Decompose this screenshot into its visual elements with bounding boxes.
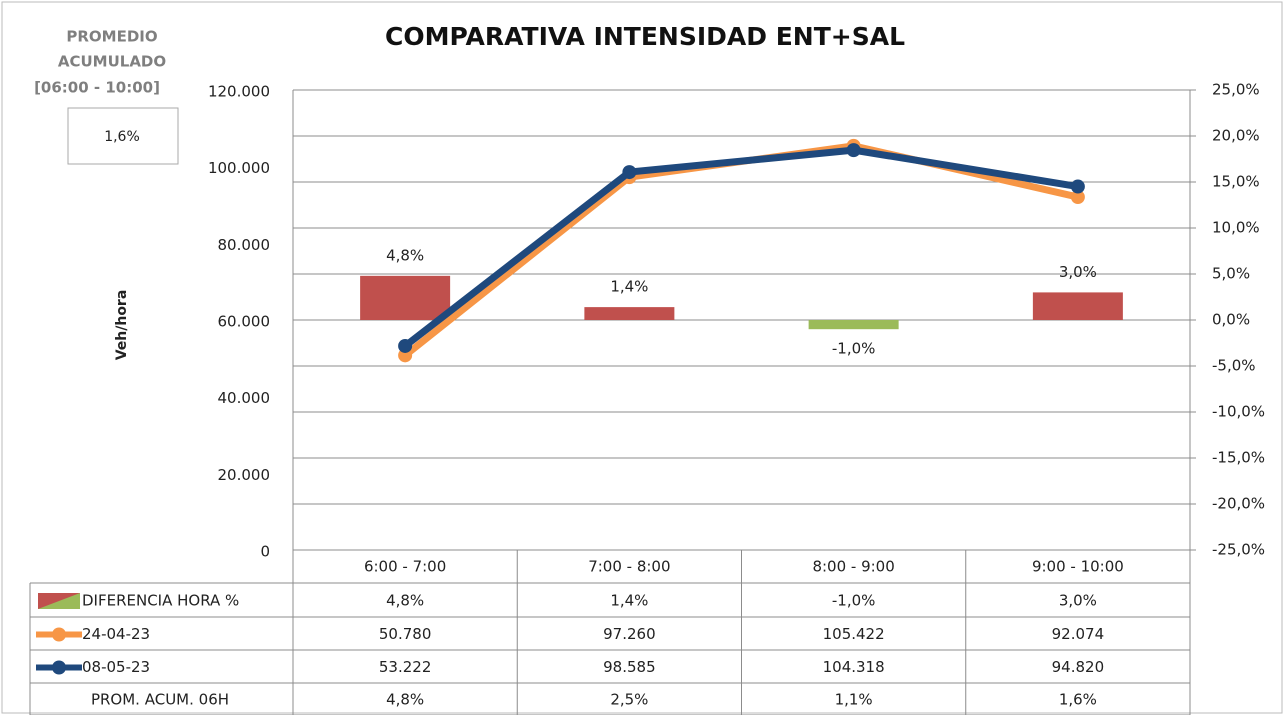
- x-tick-label: 7:00 - 8:00: [588, 558, 670, 576]
- table-cell: 1,1%: [835, 691, 873, 709]
- side-label: [06:00 - 10:00]: [34, 79, 160, 97]
- table-cell: 4,8%: [386, 592, 424, 610]
- table-cell: -1,0%: [832, 592, 876, 610]
- data-label: 4,8%: [386, 246, 424, 264]
- y2-tick-label: 0,0%: [1212, 311, 1250, 329]
- table-cell: 104.318: [823, 658, 885, 676]
- y2-tick-label: 5,0%: [1212, 265, 1250, 283]
- y-tick-label: 100.000: [208, 159, 270, 177]
- y2-tick-label: -10,0%: [1212, 403, 1265, 421]
- x-tick-label: 9:00 - 10:00: [1032, 558, 1124, 576]
- chart-title: COMPARATIVA INTENSIDAD ENT+SAL: [385, 22, 905, 51]
- table-cell: 3,0%: [1059, 592, 1097, 610]
- y2-tick-label: -5,0%: [1212, 357, 1256, 375]
- marker: [1070, 179, 1085, 194]
- y-tick-label: 80.000: [218, 236, 271, 254]
- table-cell: 1,6%: [1059, 691, 1097, 709]
- y2-tick-label: 15,0%: [1212, 173, 1260, 191]
- table-cell: 92.074: [1052, 625, 1105, 643]
- bar: [584, 307, 675, 320]
- bar: [808, 320, 899, 330]
- table-cell: 94.820: [1052, 658, 1105, 676]
- marker: [622, 165, 637, 180]
- data-label: -1,0%: [832, 340, 876, 358]
- x-tick-label: 8:00 - 9:00: [812, 558, 894, 576]
- side-value: 1,6%: [104, 129, 140, 145]
- data-label: 3,0%: [1059, 263, 1097, 281]
- marker: [398, 338, 413, 353]
- legend-key: [38, 593, 80, 609]
- y-tick-label: 40.000: [218, 389, 271, 407]
- legend-key: [52, 627, 66, 642]
- marker: [846, 143, 861, 158]
- table-cell: 50.780: [379, 625, 432, 643]
- legend-label: DIFERENCIA HORA %: [82, 592, 239, 610]
- table-cell: 1,4%: [610, 592, 648, 610]
- x-tick-label: 6:00 - 7:00: [364, 558, 446, 576]
- y2-tick-label: 25,0%: [1212, 81, 1260, 99]
- line: [402, 146, 1079, 349]
- y-tick-label: 60.000: [218, 313, 271, 331]
- y2-tick-label: 20,0%: [1212, 127, 1260, 145]
- legend-label: PROM. ACUM. 06H: [91, 691, 229, 709]
- side-box: [67, 107, 179, 165]
- bar: [360, 275, 451, 320]
- legend-label: 24-04-23: [82, 625, 150, 643]
- side-label: ACUMULADO: [58, 53, 166, 71]
- table-cell: 2,5%: [610, 691, 648, 709]
- y2-tick-label: -25,0%: [1212, 541, 1265, 559]
- y-tick-label: 0: [260, 543, 270, 561]
- y-tick-label: 20.000: [218, 466, 271, 484]
- table-cell: 105.422: [823, 625, 885, 643]
- side-label: PROMEDIO: [66, 28, 157, 46]
- y2-tick-label: -15,0%: [1212, 449, 1265, 467]
- table-cell: 53.222: [379, 658, 432, 676]
- y-axis-label: Veh/hora: [114, 290, 130, 361]
- legend-key: [52, 660, 66, 675]
- table-cell: 98.585: [603, 658, 656, 676]
- y2-tick-label: -20,0%: [1212, 495, 1265, 513]
- data-label: 1,4%: [610, 278, 648, 296]
- legend-label: 08-05-23: [82, 658, 150, 676]
- table-cell: 4,8%: [386, 691, 424, 709]
- bar: [1032, 292, 1123, 320]
- y2-tick-label: 10,0%: [1212, 219, 1260, 237]
- marker: [1070, 190, 1085, 205]
- y-tick-label: 120.000: [208, 83, 270, 101]
- table-cell: 97.260: [603, 625, 656, 643]
